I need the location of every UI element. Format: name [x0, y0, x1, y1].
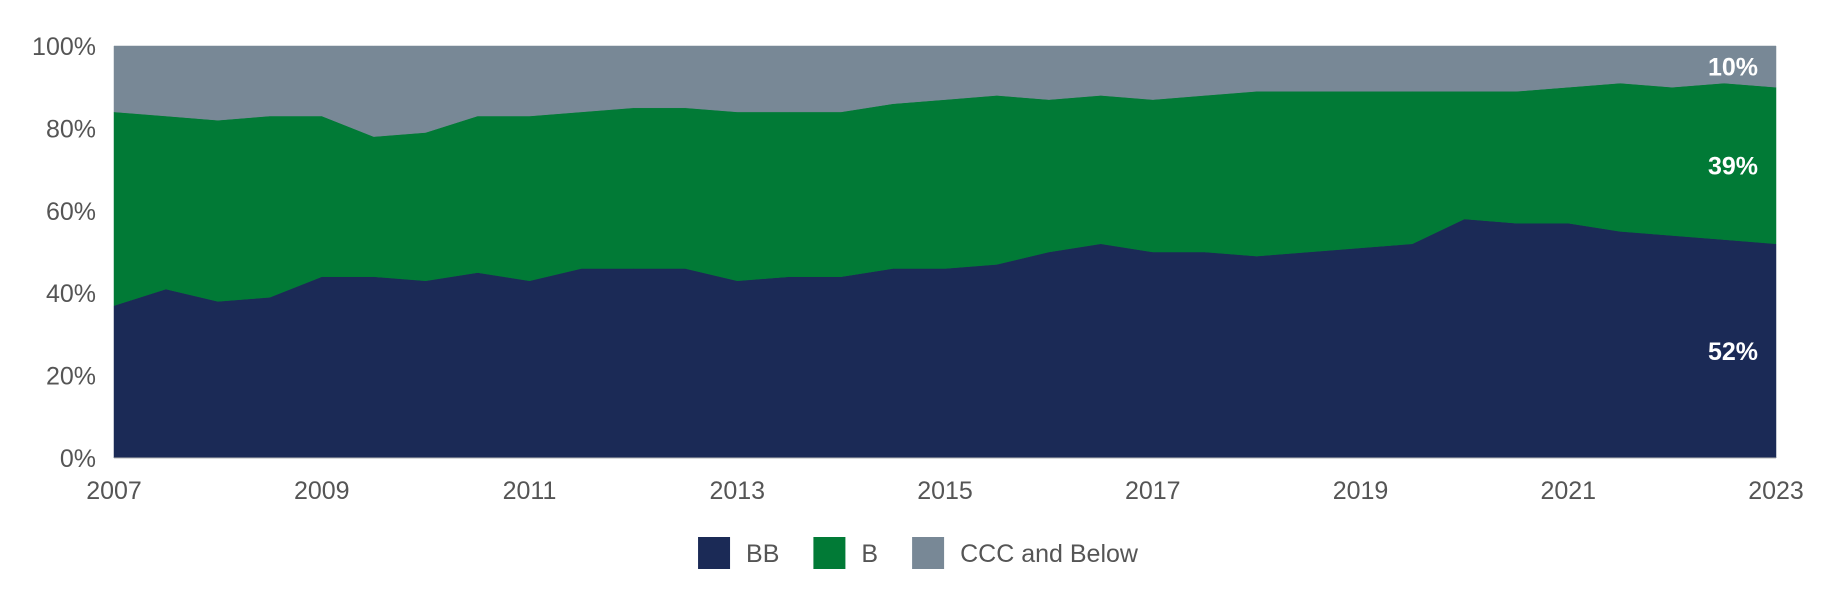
x-axis-ticks: 2007 2009 2011 2013 2015 2017 2019 2021 2023	[86, 477, 1804, 505]
x-tick-label: 2019	[1333, 477, 1389, 505]
x-tick-label: 2013	[709, 477, 765, 505]
x-tick-label: 2021	[1540, 477, 1596, 505]
y-tick-label: 80%	[46, 115, 96, 143]
end-value-labels: 52% 39% 10%	[1708, 54, 1758, 366]
y-tick-label: 100%	[32, 33, 96, 61]
legend: BB B CCC and Below	[698, 537, 1139, 569]
x-tick-label: 2007	[86, 477, 142, 505]
legend-swatch-ccc-and-below	[912, 537, 945, 569]
y-tick-label: 20%	[46, 363, 96, 391]
legend-swatch-bb	[698, 537, 731, 569]
legend-label-bb: BB	[746, 540, 779, 568]
end-label-bb: 52%	[1708, 338, 1758, 366]
x-tick-label: 2015	[917, 477, 973, 505]
x-tick-label: 2009	[294, 477, 350, 505]
legend-label-b: B	[861, 540, 878, 568]
x-tick-label: 2023	[1748, 477, 1804, 505]
legend-swatch-b	[813, 537, 846, 569]
x-tick-label: 2017	[1125, 477, 1181, 505]
y-tick-label: 40%	[46, 280, 96, 308]
end-label-ccc-and-below: 10%	[1708, 54, 1758, 82]
y-tick-label: 0%	[60, 445, 96, 473]
y-tick-label: 60%	[46, 198, 96, 226]
legend-label-ccc-and-below: CCC and Below	[960, 540, 1139, 568]
y-axis-ticks: 0% 20% 40% 60% 80% 100%	[32, 33, 96, 473]
x-tick-label: 2011	[503, 477, 557, 505]
end-label-b: 39%	[1708, 152, 1758, 180]
area-series-group	[113, 45, 1777, 459]
area-ccc-and-below	[113, 45, 1777, 137]
